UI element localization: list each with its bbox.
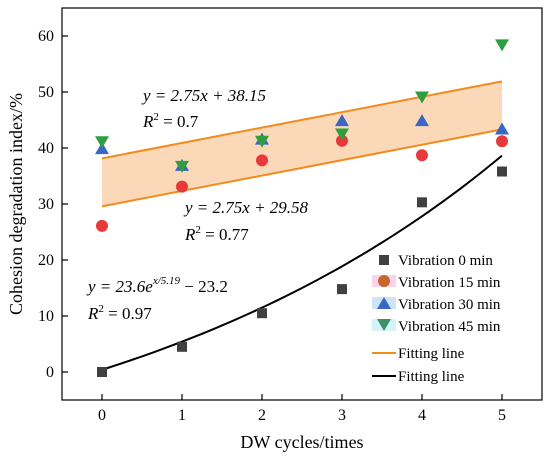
point-s1-2: [256, 154, 268, 167]
x-tick-label: 5: [498, 407, 506, 424]
r2-lower-value: = 0.77: [201, 225, 249, 244]
point-s0-3: [337, 284, 347, 295]
y-tick-label: 40: [38, 140, 54, 157]
x-tick-label: 3: [338, 407, 346, 424]
point-s2-4: [415, 114, 429, 127]
r2-upper-symbol: R: [142, 112, 154, 131]
point-s2-3: [335, 114, 349, 127]
point-s1-3: [336, 134, 348, 147]
equation-exponential: y = 23.6ex/5.19 − 23.2: [86, 275, 228, 296]
equation-exp-lhs: y = 23.6e: [86, 277, 153, 296]
point-s1-4: [416, 149, 428, 162]
legend-marker-square: [379, 255, 389, 265]
equation-exp-exponent: x/5.19: [152, 275, 181, 287]
fit-line-linear-1: [101, 128, 503, 208]
point-s0-0: [97, 367, 107, 377]
legend-item-3: Vibration 45 min: [372, 319, 501, 335]
x-tick-label: 4: [418, 407, 426, 424]
legend-label-1: Vibration 15 min: [398, 275, 501, 291]
r2-upper-value: = 0.7: [159, 112, 199, 131]
r2-upper: R2 = 0.7: [142, 111, 199, 131]
fit-line-exponential: [101, 154, 503, 371]
point-s3-2: [255, 135, 269, 148]
x-tick-label: 0: [98, 407, 106, 424]
y-tick-label: 50: [38, 84, 54, 101]
y-tick-label: 30: [38, 196, 54, 213]
legend-label-5: Fitting line: [398, 369, 465, 385]
equation-exp-rhs: − 23.2: [180, 277, 228, 296]
point-s1-0: [96, 219, 108, 232]
equation-lower: y = 2.75x + 29.58: [183, 198, 309, 217]
equation-lower-text: y = 2.75x + 29.58: [183, 198, 309, 217]
r2-exp-symbol: R: [87, 304, 99, 323]
fit-line-linear-0: [101, 80, 503, 160]
point-s3-0: [95, 136, 109, 149]
r2-upper-sup: 2: [153, 111, 159, 123]
x-tick-label: 1: [178, 407, 186, 424]
legend-item-2: Vibration 30 min: [372, 297, 501, 313]
point-s3-1: [175, 160, 189, 173]
point-s1-5: [496, 135, 508, 148]
point-s2-5: [495, 122, 509, 135]
y-tick-label: 20: [38, 252, 54, 269]
legend-marker-triangle-down: [377, 319, 391, 331]
x-axis-title: DW cycles/times: [240, 432, 363, 452]
point-s1-1: [176, 180, 188, 193]
r2-lower-sup: 2: [195, 224, 201, 236]
legend-marker-circle: [378, 275, 390, 287]
r2-exp-value: = 0.97: [104, 304, 152, 323]
confidence-band-layer: [102, 81, 502, 207]
legend-marker-triangle-up: [377, 297, 391, 309]
r2-exponential: R2 = 0.97: [87, 303, 152, 323]
markers-layer: [95, 39, 509, 377]
legend-label-0: Vibration 0 min: [398, 253, 493, 269]
equation-upper: y = 2.75x + 38.15: [141, 86, 266, 105]
legend: Vibration 0 min Vibration 15 min Vibrati…: [372, 253, 501, 385]
r2-lower: R2 = 0.77: [184, 224, 249, 244]
fit-lines-layer: [101, 80, 503, 371]
legend-label-3: Vibration 45 min: [398, 319, 501, 335]
legend-item-4: Fitting line: [372, 346, 465, 362]
r2-exp-sup: 2: [98, 303, 104, 315]
r2-lower-symbol: R: [184, 225, 196, 244]
equation-upper-text: y = 2.75x + 38.15: [141, 86, 266, 105]
x-tick-label: 2: [258, 407, 266, 424]
point-s3-4: [415, 91, 429, 104]
legend-label-4: Fitting line: [398, 346, 465, 362]
point-s0-4: [417, 197, 427, 208]
y-tick-label: 60: [38, 28, 54, 45]
confidence-band: [102, 81, 502, 207]
legend-item-5: Fitting line: [372, 369, 465, 385]
y-axis-title: Cohesion degradation index/%: [6, 93, 26, 315]
legend-item-1: Vibration 15 min: [372, 275, 501, 291]
legend-item-0: Vibration 0 min: [379, 253, 493, 269]
legend-label-2: Vibration 30 min: [398, 297, 501, 313]
point-s0-2: [257, 308, 267, 319]
point-s3-3: [335, 128, 349, 141]
point-s0-1: [177, 341, 187, 352]
point-s3-5: [495, 39, 509, 52]
y-tick-label: 0: [46, 364, 54, 381]
point-s0-5: [497, 166, 507, 177]
y-tick-label: 10: [38, 308, 54, 325]
